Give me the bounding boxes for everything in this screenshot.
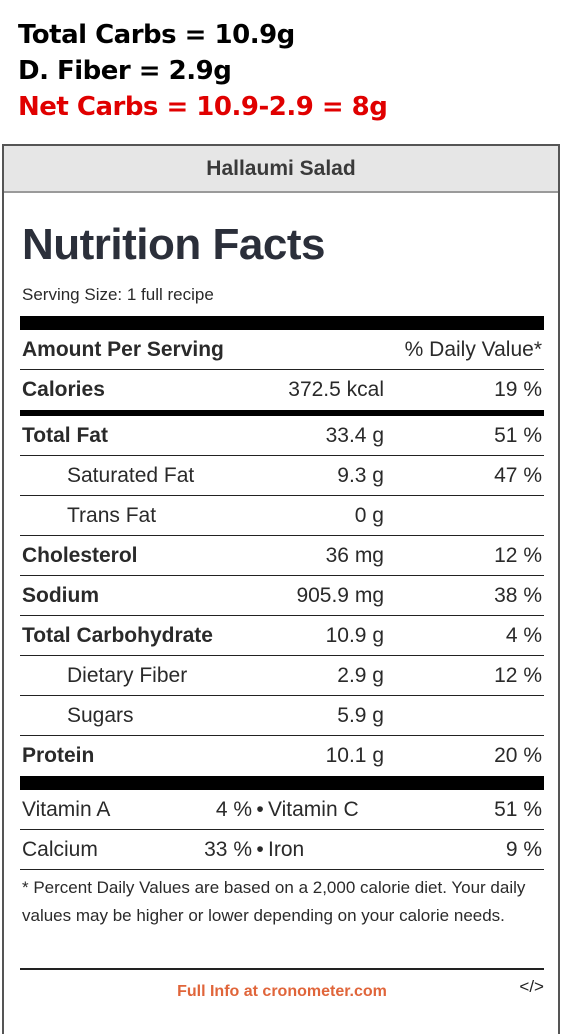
nutrient-dv: 20 % — [494, 744, 542, 767]
recipe-title: Hallaumi Salad — [4, 146, 558, 193]
nutrition-facts-title: Nutrition Facts — [22, 220, 325, 269]
daily-value-header: % Daily Value* — [404, 337, 542, 361]
nutrient-name: Sodium — [22, 583, 99, 607]
nutrient-row-cholesterol: Cholesterol 36 mg 12 % — [20, 536, 544, 576]
vitamin-name: Vitamin C — [268, 797, 359, 821]
nutrient-name: Calories — [22, 378, 105, 401]
nutrient-name: Total Carbohydrate — [22, 623, 213, 647]
nutrient-amount: 372.5 kcal — [288, 378, 384, 401]
nutrient-amount: 33.4 g — [325, 423, 384, 447]
thick-divider — [20, 316, 544, 330]
amount-per-serving-row: Amount Per Serving % Daily Value* — [20, 330, 544, 370]
nutrient-row-sodium: Sodium 905.9 mg 38 % — [20, 576, 544, 616]
nutrition-card: Hallaumi Salad Nutrition Facts Serving S… — [2, 144, 560, 1034]
nutrient-name: Dietary Fiber — [67, 663, 188, 687]
nutrient-name: Protein — [22, 744, 95, 767]
net-carbs-annotation: Net Carbs = 10.9-2.9 = 8g — [18, 92, 388, 122]
cronometer-link[interactable]: Full Info at cronometer.com — [177, 983, 387, 1000]
vitamin-name: Iron — [268, 837, 305, 861]
vitamin-dv: 9 % — [505, 837, 542, 861]
nutrient-row-dietary-fiber: Dietary Fiber 2.9 g 12 % — [20, 656, 544, 696]
nutrient-amount: 10.1 g — [325, 744, 384, 767]
daily-value-footnote: * Percent Daily Values are based on a 2,… — [22, 878, 526, 925]
nutrient-row-trans-fat: Trans Fat 0 g — [20, 496, 544, 536]
nutrient-row-protein: Protein 10.1 g 20 % — [20, 736, 544, 776]
nutrient-dv: 47 % — [494, 463, 542, 487]
vitamin-name: Vitamin A — [22, 797, 111, 821]
medium-divider — [20, 410, 544, 416]
nutrient-row-total-carbohydrate: Total Carbohydrate 10.9 g 4 % — [20, 616, 544, 656]
vitamin-dv: 33 % — [204, 837, 252, 861]
nutrient-amount: 10.9 g — [325, 623, 384, 647]
nutrient-name: Cholesterol — [22, 543, 138, 567]
nutrient-dv: 38 % — [494, 583, 542, 607]
nutrient-name: Sugars — [67, 703, 134, 727]
nutrient-amount: 905.9 mg — [296, 583, 384, 607]
nutrient-amount: 9.3 g — [337, 463, 384, 487]
vitamin-dv: 4 % — [215, 797, 252, 821]
nutrient-name: Total Fat — [22, 423, 108, 447]
nutrient-dv: 51 % — [494, 423, 542, 447]
nutrient-row-saturated-fat: Saturated Fat 9.3 g 47 % — [20, 456, 544, 496]
nutrient-dv: 4 % — [505, 623, 542, 647]
bullet-separator: • — [256, 837, 264, 861]
nutrient-amount: 0 g — [354, 503, 384, 527]
vitamin-row: Vitamin A 4 % • Vitamin C 51 % — [20, 790, 544, 830]
footer-divider — [20, 968, 544, 970]
nutrient-row-sugars: Sugars 5.9 g — [20, 696, 544, 736]
vitamin-row: Calcium 33 % • Iron 9 % — [20, 830, 544, 870]
nutrient-dv: 19 % — [494, 378, 542, 401]
nutrient-dv: 12 % — [494, 663, 542, 687]
nutrient-name: Saturated Fat — [67, 463, 195, 487]
nutrient-row-calories: Calories 372.5 kcal 19 % — [20, 370, 544, 410]
nutrient-amount: 36 mg — [325, 543, 384, 567]
bullet-separator: • — [256, 797, 264, 821]
amount-per-serving-label: Amount Per Serving — [22, 337, 224, 361]
vitamin-name: Calcium — [22, 837, 98, 861]
nutrient-dv: 12 % — [494, 543, 542, 567]
nutrient-name: Trans Fat — [67, 503, 157, 527]
embed-code-button[interactable]: </> — [519, 977, 544, 996]
thick-divider — [20, 776, 544, 790]
total-carbs-annotation: Total Carbs = 10.9g — [18, 20, 295, 50]
fiber-annotation: D. Fiber = 2.9g — [18, 56, 232, 86]
vitamin-dv: 51 % — [494, 797, 542, 821]
nutrient-amount: 2.9 g — [337, 663, 384, 687]
serving-size: Serving Size: 1 full recipe — [22, 285, 214, 304]
nutrient-amount: 5.9 g — [337, 703, 384, 727]
nutrient-row-total-fat: Total Fat 33.4 g 51 % — [20, 416, 544, 456]
